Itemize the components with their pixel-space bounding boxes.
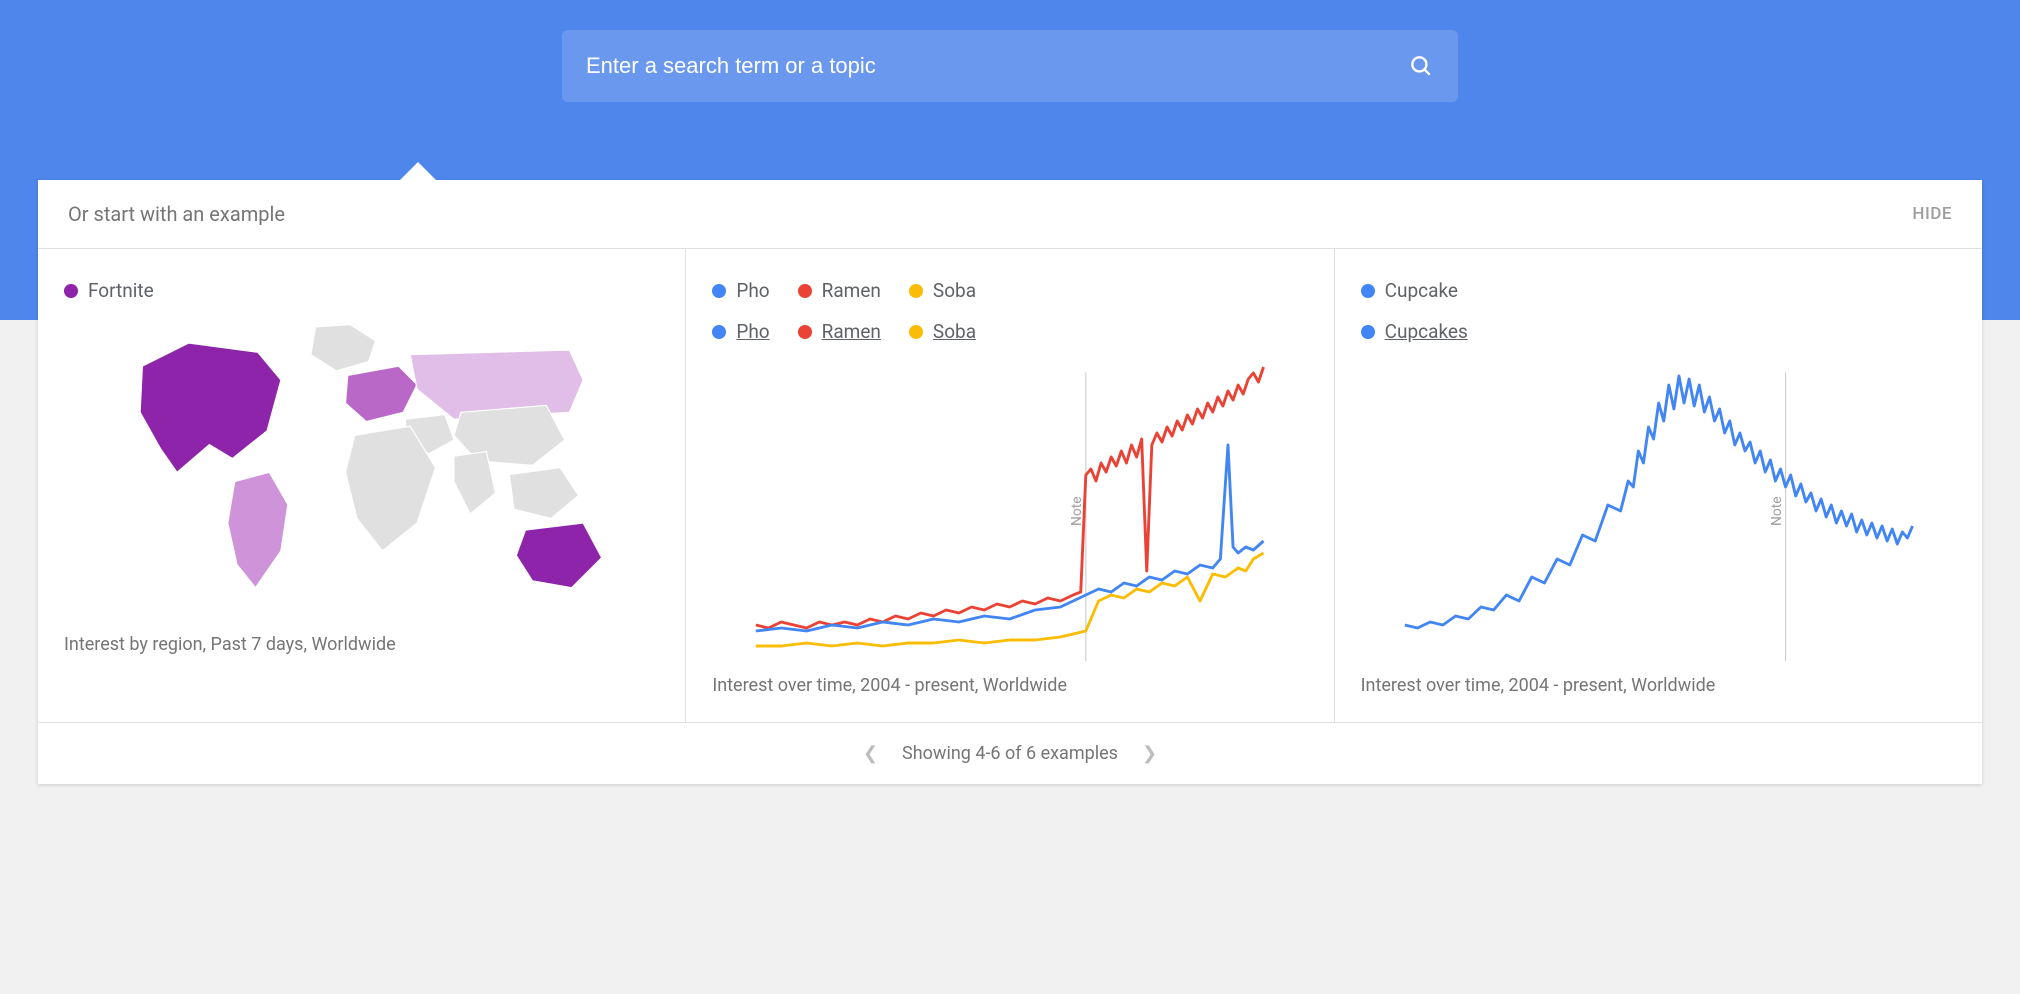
legend-label: Ramen xyxy=(822,279,881,302)
svg-text:Note: Note xyxy=(1769,496,1785,526)
example-panel-fortnite[interactable]: Fortnite Interest by region, Past 7 days… xyxy=(38,249,686,722)
panels-row: Fortnite Interest by region, Past 7 days… xyxy=(38,249,1982,722)
pager-next-icon[interactable]: ❯ xyxy=(1142,743,1157,764)
example-panel-cupcake[interactable]: Cupcake Cupcakes Note Interest over time… xyxy=(1335,249,1982,722)
legend-links-row: Cupcakes xyxy=(1361,320,1956,343)
legend-item: Soba xyxy=(909,279,976,302)
legend-label: Cupcake xyxy=(1385,279,1458,302)
legend-link[interactable]: Soba xyxy=(909,320,976,343)
line-chart: Note xyxy=(1361,361,1956,661)
panel-caption: Interest over time, 2004 - present, Worl… xyxy=(1361,675,1956,696)
panel-caption: Interest over time, 2004 - present, Worl… xyxy=(712,675,1307,696)
map-chart xyxy=(64,320,659,620)
legend-item: Fortnite xyxy=(64,279,154,302)
hide-button[interactable]: HIDE xyxy=(1912,204,1952,224)
legend-item: Pho xyxy=(712,279,769,302)
card-notch xyxy=(398,162,438,182)
legend-dot-icon xyxy=(798,325,812,339)
legend-label: Pho xyxy=(736,279,769,302)
panel-caption: Interest by region, Past 7 days, Worldwi… xyxy=(64,634,659,655)
legend-label: Soba xyxy=(933,320,976,343)
hero-banner: Or start with an example HIDE Fortnite I… xyxy=(0,0,2020,320)
legend-link[interactable]: Ramen xyxy=(798,320,881,343)
pager-text: Showing 4-6 of 6 examples xyxy=(902,743,1118,764)
legend-row: Pho Ramen Soba xyxy=(712,279,1307,302)
legend-dot-icon xyxy=(712,325,726,339)
legend-label: Fortnite xyxy=(88,279,154,302)
legend-label: Pho xyxy=(736,320,769,343)
examples-card: Or start with an example HIDE Fortnite I… xyxy=(38,180,1982,784)
legend-dot-icon xyxy=(712,284,726,298)
legend-row: Fortnite xyxy=(64,279,659,302)
legend-dot-icon xyxy=(909,284,923,298)
search-bar[interactable] xyxy=(562,30,1458,102)
legend-label: Soba xyxy=(933,279,976,302)
line-chart: Note xyxy=(712,361,1307,661)
legend-dot-icon xyxy=(798,284,812,298)
legend-dot-icon xyxy=(64,284,78,298)
search-input[interactable] xyxy=(586,53,1408,79)
search-icon[interactable] xyxy=(1408,53,1434,79)
legend-row: Cupcake xyxy=(1361,279,1956,302)
card-header: Or start with an example HIDE xyxy=(38,180,1982,249)
legend-label: Ramen xyxy=(822,320,881,343)
legend-links-row: Pho Ramen Soba xyxy=(712,320,1307,343)
legend-dot-icon xyxy=(909,325,923,339)
example-panel-noodles[interactable]: Pho Ramen Soba Pho Ramen Soba Note Interest … xyxy=(686,249,1334,722)
legend-item: Ramen xyxy=(798,279,881,302)
legend-label: Cupcakes xyxy=(1385,320,1468,343)
legend-link[interactable]: Cupcakes xyxy=(1361,320,1468,343)
legend-dot-icon xyxy=(1361,284,1375,298)
legend-dot-icon xyxy=(1361,325,1375,339)
card-header-text: Or start with an example xyxy=(68,202,285,226)
legend-item: Cupcake xyxy=(1361,279,1458,302)
pager-prev-icon[interactable]: ❮ xyxy=(863,743,878,764)
pager: ❮ Showing 4-6 of 6 examples ❯ xyxy=(38,722,1982,784)
legend-link[interactable]: Pho xyxy=(712,320,769,343)
